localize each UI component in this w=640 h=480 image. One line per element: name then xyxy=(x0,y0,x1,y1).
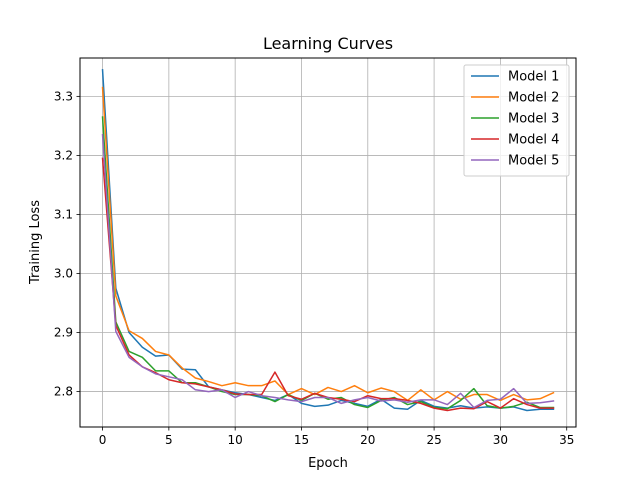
x-axis-label: Epoch xyxy=(308,456,348,471)
y-tick-label: 3.1 xyxy=(54,207,73,221)
y-tick-label: 3.0 xyxy=(54,266,73,280)
series-line-model-5 xyxy=(101,133,555,409)
x-tick-label: 10 xyxy=(228,433,243,447)
x-tick-label: 15 xyxy=(294,433,309,447)
plot-frame xyxy=(79,57,577,428)
legend: Model 1 Model 2 Model 3 Model 4 Model 5 xyxy=(463,64,570,177)
y-axis-label: Training Loss xyxy=(28,200,43,285)
x-tick-label: 5 xyxy=(165,433,173,447)
x-tick-label: 35 xyxy=(559,433,574,447)
y-tick-label: 3.2 xyxy=(54,148,73,162)
legend-label-model-1: Model 1 xyxy=(508,70,559,85)
legend-box xyxy=(463,64,570,177)
legend-label-model-2: Model 2 xyxy=(508,91,559,106)
x-tick-label: 0 xyxy=(99,433,107,447)
y-tick-label: 2.9 xyxy=(54,326,73,340)
x-tick-label: 30 xyxy=(493,433,508,447)
x-tick-label: 25 xyxy=(426,433,441,447)
axis-ticks: 0 5 10 15 20 25 30 35 2.8 2.9 3.0 3.1 3.2 3.3 xyxy=(54,89,574,447)
x-tick-label: 20 xyxy=(360,433,375,447)
y-tick-label: 3.3 xyxy=(54,89,73,103)
legend-label-model-4: Model 4 xyxy=(508,133,559,148)
legend-label-model-3: Model 3 xyxy=(508,112,559,127)
series-lines xyxy=(101,69,555,412)
legend-label-model-5: Model 5 xyxy=(508,154,559,169)
y-tick-label: 2.8 xyxy=(54,385,73,399)
chart-title: Learning Curves xyxy=(263,34,393,53)
